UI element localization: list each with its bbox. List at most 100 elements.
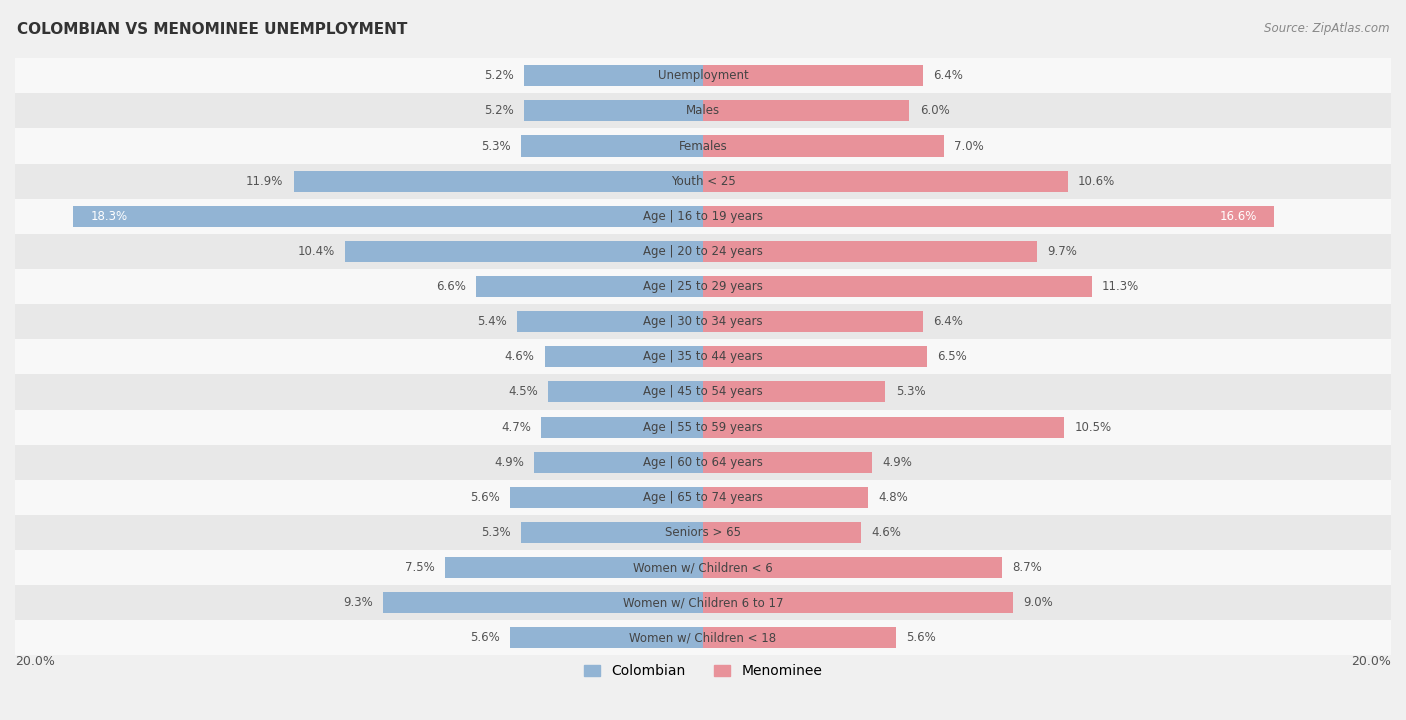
Bar [15,621,1391,655]
Bar [510,627,703,649]
Bar [517,311,703,332]
Text: 5.2%: 5.2% [484,104,513,117]
Bar [703,100,910,122]
Bar [382,592,703,613]
Bar [15,339,1391,374]
Text: 6.4%: 6.4% [934,69,963,82]
Bar [15,269,1391,304]
Text: 5.6%: 5.6% [905,631,936,644]
Bar [703,66,924,86]
Text: Unemployment: Unemployment [658,69,748,82]
Bar [15,515,1391,550]
Text: 4.8%: 4.8% [879,491,908,504]
Bar [703,557,1002,578]
Text: 6.5%: 6.5% [936,351,967,364]
Text: 5.3%: 5.3% [481,140,510,153]
Text: 5.6%: 5.6% [470,491,501,504]
Text: 11.9%: 11.9% [246,175,284,188]
Bar [703,522,862,543]
Bar [15,58,1391,94]
Text: COLOMBIAN VS MENOMINEE UNEMPLOYMENT: COLOMBIAN VS MENOMINEE UNEMPLOYMENT [17,22,408,37]
Text: 18.3%: 18.3% [90,210,128,222]
Text: 5.2%: 5.2% [484,69,513,82]
Bar [15,163,1391,199]
Bar [544,346,703,367]
Text: 9.0%: 9.0% [1024,596,1053,609]
Text: Women w/ Children < 18: Women w/ Children < 18 [630,631,776,644]
Text: 9.7%: 9.7% [1047,245,1077,258]
Text: Males: Males [686,104,720,117]
Bar [15,94,1391,128]
Text: 4.9%: 4.9% [882,456,911,469]
Text: 7.5%: 7.5% [405,561,434,574]
Text: 10.6%: 10.6% [1078,175,1115,188]
Text: Source: ZipAtlas.com: Source: ZipAtlas.com [1264,22,1389,35]
Text: Youth < 25: Youth < 25 [671,175,735,188]
Text: 7.0%: 7.0% [955,140,984,153]
Text: 6.4%: 6.4% [934,315,963,328]
Bar [548,382,703,402]
Bar [703,346,927,367]
Bar [703,627,896,649]
Bar [703,311,924,332]
Bar [703,171,1067,192]
Bar [294,171,703,192]
Text: Age | 35 to 44 years: Age | 35 to 44 years [643,351,763,364]
Text: 10.5%: 10.5% [1074,420,1112,433]
Bar [15,480,1391,515]
Bar [703,276,1091,297]
Text: 8.7%: 8.7% [1012,561,1042,574]
Bar [15,445,1391,480]
Text: Age | 20 to 24 years: Age | 20 to 24 years [643,245,763,258]
Text: 5.6%: 5.6% [470,631,501,644]
Text: Females: Females [679,140,727,153]
Text: 4.7%: 4.7% [501,420,531,433]
Bar [703,382,886,402]
Text: Age | 55 to 59 years: Age | 55 to 59 years [643,420,763,433]
Text: Age | 45 to 54 years: Age | 45 to 54 years [643,385,763,398]
Text: 5.4%: 5.4% [477,315,508,328]
Bar [703,417,1064,438]
Text: Women w/ Children < 6: Women w/ Children < 6 [633,561,773,574]
Text: 20.0%: 20.0% [1351,655,1391,668]
Bar [477,276,703,297]
Text: 16.6%: 16.6% [1219,210,1257,222]
Text: Age | 25 to 29 years: Age | 25 to 29 years [643,280,763,293]
Bar [703,241,1036,262]
Bar [520,522,703,543]
Text: 6.6%: 6.6% [436,280,465,293]
Bar [446,557,703,578]
Bar [15,199,1391,234]
Bar [15,374,1391,410]
Text: Age | 16 to 19 years: Age | 16 to 19 years [643,210,763,222]
Text: Age | 30 to 34 years: Age | 30 to 34 years [643,315,763,328]
Bar [346,241,703,262]
Bar [520,135,703,156]
Text: 6.0%: 6.0% [920,104,949,117]
Text: 4.6%: 4.6% [872,526,901,539]
Text: 5.3%: 5.3% [896,385,925,398]
Bar [703,451,872,473]
Bar [15,304,1391,339]
Bar [703,135,943,156]
Text: 9.3%: 9.3% [343,596,373,609]
Text: 11.3%: 11.3% [1102,280,1139,293]
Bar [534,451,703,473]
Bar [703,487,868,508]
Bar [703,592,1012,613]
Bar [15,410,1391,445]
Text: 5.3%: 5.3% [481,526,510,539]
Bar [15,128,1391,163]
Text: Women w/ Children 6 to 17: Women w/ Children 6 to 17 [623,596,783,609]
Bar [541,417,703,438]
Text: 4.9%: 4.9% [495,456,524,469]
Text: 20.0%: 20.0% [15,655,55,668]
Bar [15,234,1391,269]
Bar [510,487,703,508]
Bar [524,100,703,122]
Text: Age | 65 to 74 years: Age | 65 to 74 years [643,491,763,504]
Bar [703,206,1274,227]
Bar [15,550,1391,585]
Text: 10.4%: 10.4% [298,245,335,258]
Legend: Colombian, Menominee: Colombian, Menominee [583,665,823,678]
